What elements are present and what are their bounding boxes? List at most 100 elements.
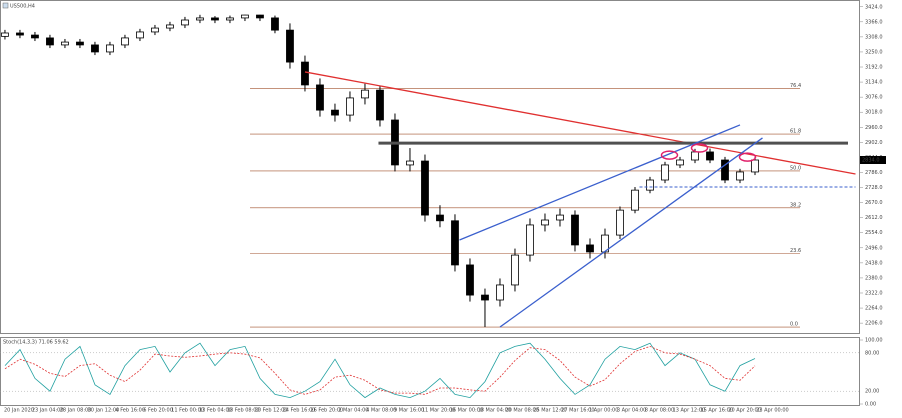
candle-body xyxy=(16,32,24,36)
candle-body xyxy=(166,24,174,29)
y-tick-label: 80.00 xyxy=(865,350,879,356)
y-tick-label: 2670.0 xyxy=(865,200,883,206)
candle-body xyxy=(346,97,354,116)
x-tick-label: 23 Jan 04:00 xyxy=(32,408,64,414)
candle-body xyxy=(361,89,369,99)
candle-body xyxy=(451,220,459,266)
x-tick-label: 16 Mar 00:00 xyxy=(450,408,483,414)
candle-body xyxy=(61,41,69,46)
candle-body xyxy=(46,37,54,46)
x-tick-label: 26 Feb 20:00 xyxy=(310,408,343,414)
candle-body xyxy=(721,159,729,181)
y-tick-label: 3192.0 xyxy=(865,65,883,71)
candle-body xyxy=(316,84,324,111)
y-tick-label: 2786.0 xyxy=(865,170,883,176)
fib-label: 23.6 xyxy=(790,248,801,254)
candle-body xyxy=(736,171,744,181)
candle-body xyxy=(376,89,384,121)
y-tick-label: 2902.0 xyxy=(865,140,883,146)
candle-body xyxy=(271,17,279,31)
y-tick-label: 2206.0 xyxy=(865,321,883,327)
candle-body xyxy=(466,264,474,296)
candle-body xyxy=(541,219,549,226)
x-tick-label: 1 Apr 00:00 xyxy=(589,408,618,414)
candle-body xyxy=(661,164,669,181)
candle-body xyxy=(511,254,519,286)
candle-body xyxy=(196,17,204,21)
y-tick-label: 3076.0 xyxy=(865,95,883,101)
x-tick-label: 23 Apr 00:00 xyxy=(756,408,789,414)
candle-body xyxy=(121,37,129,46)
candle-body xyxy=(256,14,264,19)
x-tick-label: 9 Mar 16:00 xyxy=(394,408,424,414)
x-tick-label: 15 Apr 16:00 xyxy=(700,408,733,414)
candle-body xyxy=(76,41,84,46)
stoch-line xyxy=(4,345,756,395)
y-tick-label: 2438.0 xyxy=(865,260,883,266)
x-tick-label: 20 Jan 2020 xyxy=(4,408,34,414)
symbol-icon xyxy=(2,2,9,9)
fib-label: 38.2 xyxy=(790,202,801,208)
candle-body xyxy=(646,179,654,191)
candle-body xyxy=(571,214,579,246)
y-tick-label: 20.00 xyxy=(865,389,879,395)
y-tick-label: 2496.0 xyxy=(865,245,883,251)
candle-body xyxy=(556,214,564,221)
fib-label: 61.8 xyxy=(790,129,801,135)
x-tick-label: 20 Mar 08:00 xyxy=(505,408,538,414)
x-tick-label: 13 Apr 12:00 xyxy=(673,408,706,414)
candle-body xyxy=(691,151,699,161)
candle-body xyxy=(496,284,504,301)
trend-line xyxy=(459,124,741,241)
stoch-line xyxy=(4,342,756,399)
x-tick-label: 4 Feb 16:00 xyxy=(115,408,145,414)
current-price-box xyxy=(860,156,886,165)
stoch-title: Stoch(14,3,3) 71.06 59.62 xyxy=(3,340,69,346)
candle-body xyxy=(31,34,39,39)
y-tick-label: 2380.0 xyxy=(865,275,883,281)
x-tick-label: 11 Mar 20:00 xyxy=(422,408,455,414)
candle-body xyxy=(436,214,444,222)
y-tick-label: 2554.0 xyxy=(865,230,883,236)
candle-body xyxy=(241,14,249,19)
candle-body xyxy=(616,209,624,236)
y-tick-label: 100.00 xyxy=(865,338,883,344)
trend-line xyxy=(499,137,763,328)
y-tick-label: 3018.0 xyxy=(865,110,883,116)
x-tick-label: 2 Mar 04:00 xyxy=(338,408,368,414)
y-tick-label: 2728.0 xyxy=(865,185,883,191)
fib-label: 0.0 xyxy=(790,322,798,328)
candle-body xyxy=(406,160,414,166)
x-tick-label: 13 Feb 04:00 xyxy=(199,408,232,414)
candle-body xyxy=(106,44,114,53)
x-tick-label: 4 Mar 08:00 xyxy=(366,408,396,414)
candle-body xyxy=(136,31,144,39)
x-tick-label: 11 Feb 00:00 xyxy=(171,408,204,414)
candle-body xyxy=(706,151,714,161)
y-tick-label: 3366.0 xyxy=(865,19,883,25)
y-tick-label: 2612.0 xyxy=(865,215,883,221)
x-tick-label: 27 Mar 16:00 xyxy=(561,408,594,414)
candle-body xyxy=(151,27,159,33)
y-tick-label: 3134.0 xyxy=(865,80,883,86)
y-tick-label: 2264.0 xyxy=(865,306,883,312)
highlight xyxy=(738,152,757,162)
x-tick-label: 30 Jan 12:00 xyxy=(88,408,120,414)
candle-body xyxy=(481,294,489,301)
candle-body xyxy=(676,159,684,166)
candle-body xyxy=(331,109,339,116)
main-panel xyxy=(0,0,860,334)
x-tick-label: 18 Feb 08:00 xyxy=(227,408,260,414)
candle-body xyxy=(286,29,294,63)
x-tick-label: 8 Apr 08:00 xyxy=(645,408,674,414)
y-tick-label: 2322.0 xyxy=(865,290,883,296)
fib-label: 50.0 xyxy=(790,165,801,171)
x-tick-label: 25 Mar 12:00 xyxy=(533,408,566,414)
candle-body xyxy=(751,159,759,173)
y-tick-label: 3424.0 xyxy=(865,4,883,10)
fib-label: 76.4 xyxy=(790,83,801,89)
candle-body xyxy=(421,160,429,216)
y-tick-label: 3308.0 xyxy=(865,34,883,40)
x-tick-label: 3 Apr 04:00 xyxy=(617,408,646,414)
